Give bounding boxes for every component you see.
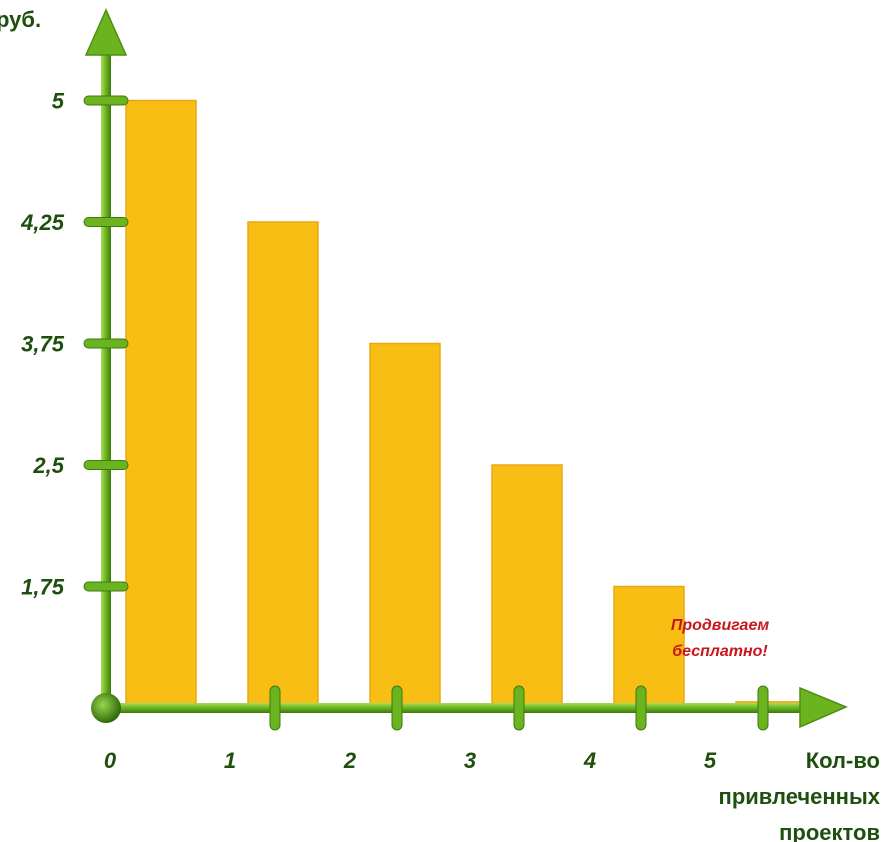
x-tick-label: 3	[464, 748, 476, 773]
y-axis-line	[101, 50, 111, 710]
annotation-line: бесплатно!	[672, 643, 768, 660]
x-tick-label: 5	[704, 748, 717, 773]
x-axis-arrow	[799, 686, 848, 729]
x-axis-title-line: проектов	[779, 820, 880, 842]
x-tick-label: 2	[343, 748, 357, 773]
x-tick-label: 1	[224, 748, 236, 773]
y-tick-label: 5	[52, 89, 65, 114]
x-tick-mark	[635, 685, 647, 731]
y-tick-mark	[83, 460, 129, 470]
x-axis-title: Кол-во привлеченных проектов	[719, 748, 881, 842]
y-axis-title: руб.	[0, 7, 41, 32]
x-axis-title-line: привлеченных	[719, 784, 881, 809]
x-tick-label: 4	[583, 748, 596, 773]
bar-0	[125, 99, 197, 709]
y-tick-mark	[83, 217, 129, 227]
x-tick-mark	[391, 685, 403, 731]
y-axis-arrow	[84, 8, 128, 56]
y-tick-mark	[83, 338, 129, 349]
y-tick-label: 2,5	[32, 453, 64, 478]
y-tick-label: 4,25	[20, 210, 65, 235]
y-tick-label: 3,75	[21, 332, 65, 357]
x-tick-mark	[513, 685, 525, 731]
y-ticks-group: 1,75 2,5 3,75 4,25 5	[20, 89, 129, 600]
origin-dot	[91, 693, 121, 723]
x-tick-mark	[757, 685, 769, 731]
bar-1	[247, 221, 319, 709]
x-axis-title-line: Кол-во	[806, 748, 880, 773]
y-tick-mark	[83, 95, 129, 106]
annotation-free-promotion: Продвигаем бесплатно!	[671, 617, 770, 660]
y-tick-mark	[83, 581, 129, 592]
annotation-line: Продвигаем	[671, 617, 770, 634]
bar-2	[369, 342, 441, 709]
bar-3	[491, 464, 563, 709]
x-axis-line	[104, 703, 820, 713]
bars-group	[125, 99, 807, 709]
y-tick-label: 1,75	[21, 575, 65, 600]
x-tick-mark	[269, 685, 281, 731]
x-tick-label: 0	[104, 748, 117, 773]
x-ticks-group: 0 1 2 3 4 5	[104, 685, 769, 773]
